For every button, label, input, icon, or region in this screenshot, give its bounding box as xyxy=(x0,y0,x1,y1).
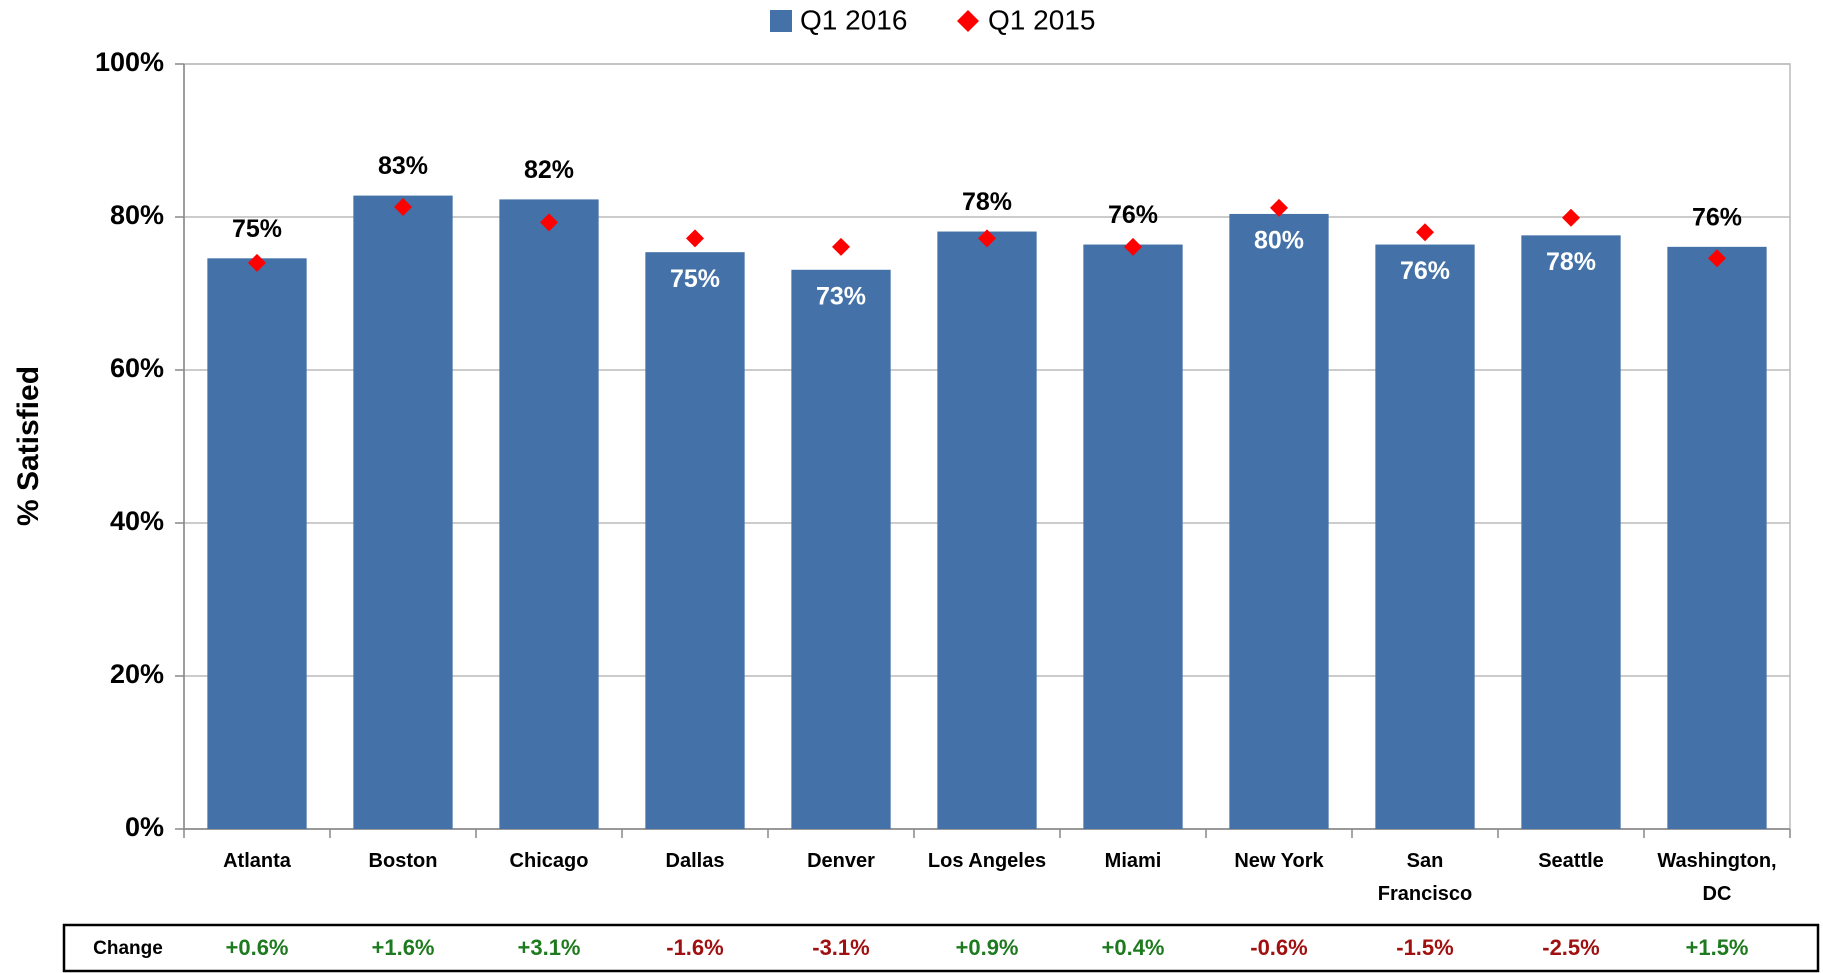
y-tick-label: 0% xyxy=(125,812,164,842)
change-value: +1.6% xyxy=(372,935,435,960)
marker xyxy=(1708,249,1726,268)
bar xyxy=(1375,244,1475,830)
data-label: 76% xyxy=(1692,203,1742,231)
marker xyxy=(1416,223,1434,242)
marker xyxy=(978,229,996,248)
y-axis-label: % Satisfied xyxy=(12,366,45,526)
bar xyxy=(353,195,453,829)
y-tick-label: 100% xyxy=(95,47,164,77)
bar xyxy=(207,258,307,829)
x-tick-label: Washington, DC xyxy=(1657,850,1777,905)
change-value: +3.1% xyxy=(518,935,581,960)
legend-label: Q1 2016 xyxy=(800,4,907,35)
data-label: 75% xyxy=(232,215,282,243)
change-value: +0.9% xyxy=(956,935,1019,960)
bar xyxy=(1229,213,1329,829)
change-box xyxy=(62,923,1820,973)
change-label: Change xyxy=(93,938,163,959)
x-tick-label: Miami xyxy=(1104,850,1162,872)
change-value: -2.5% xyxy=(1542,935,1599,960)
y-tick-label: 60% xyxy=(110,353,164,383)
bar xyxy=(1521,235,1621,830)
y-tick-label: 40% xyxy=(110,506,164,536)
data-label: 78% xyxy=(962,188,1012,216)
bar xyxy=(937,231,1037,829)
bar xyxy=(1083,244,1183,830)
legend-swatch xyxy=(957,10,979,32)
change-value: -3.1% xyxy=(812,935,869,960)
data-label: 80% xyxy=(1254,227,1304,255)
data-label: 82% xyxy=(524,156,574,184)
data-label: 75% xyxy=(670,265,720,293)
change-value: +0.4% xyxy=(1102,935,1165,960)
x-tick-label: Atlanta xyxy=(223,850,291,872)
x-tick-label: Boston xyxy=(368,850,438,872)
change-value: +1.5% xyxy=(1686,935,1749,960)
data-label: 73% xyxy=(816,282,866,310)
x-tick-label: Seattle xyxy=(1538,850,1604,872)
x-tick-label: San Francisco xyxy=(1377,850,1473,905)
change-value: -1.6% xyxy=(666,935,723,960)
marker xyxy=(540,213,558,232)
bar xyxy=(1667,246,1767,829)
marker xyxy=(1124,237,1142,256)
bar xyxy=(645,252,745,829)
data-label: 76% xyxy=(1400,257,1450,285)
bar xyxy=(499,199,599,829)
x-tick-label: Chicago xyxy=(509,850,589,872)
data-label: 83% xyxy=(378,152,428,180)
data-label: 78% xyxy=(1546,248,1596,276)
legend-swatch xyxy=(770,10,792,32)
y-tick-label: 80% xyxy=(110,200,164,230)
x-tick-label: New York xyxy=(1234,850,1324,872)
y-tick-label: 20% xyxy=(110,659,164,689)
data-label: 76% xyxy=(1108,201,1158,229)
x-tick-label: Denver xyxy=(807,850,875,872)
change-value: -1.5% xyxy=(1396,935,1453,960)
legend-label: Q1 2015 xyxy=(988,4,1095,35)
marker xyxy=(686,229,704,248)
marker xyxy=(1270,198,1288,217)
x-tick-label: Dallas xyxy=(665,850,725,872)
change-value: +0.6% xyxy=(226,935,289,960)
marker xyxy=(832,237,850,256)
bar xyxy=(791,269,891,829)
marker xyxy=(1562,208,1580,227)
x-tick-label: Los Angeles xyxy=(927,850,1047,872)
marker xyxy=(248,253,266,272)
change-value: -0.6% xyxy=(1250,935,1307,960)
marker xyxy=(394,198,412,217)
